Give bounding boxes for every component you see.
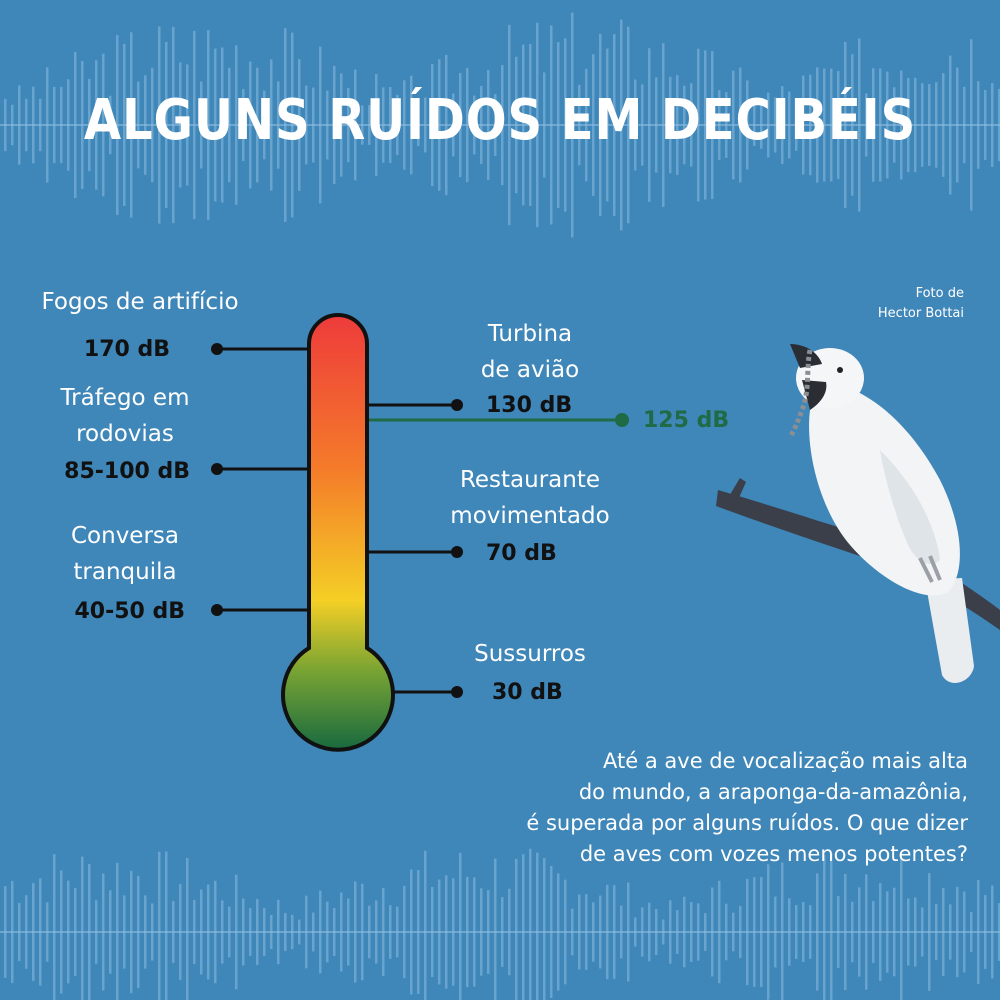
photo-credit: Foto de Hector Bottai <box>877 286 964 321</box>
caption: Até a ave de vocalização mais alta do mu… <box>526 749 968 866</box>
value-highway-traffic: 85-100 dB <box>64 459 190 484</box>
left-connectors <box>211 343 308 616</box>
page-title: ALGUNS RUÍDOS EM DECIBÉIS <box>83 88 917 153</box>
label-busy-restaurant: Restaurante movimentado <box>450 467 610 529</box>
label-whispers: Sussurros <box>474 641 586 667</box>
right-connectors <box>366 399 463 698</box>
bird-illustration <box>716 344 1000 683</box>
label-quiet-conversation: Conversa tranquila <box>70 523 179 585</box>
thermometer <box>281 313 395 752</box>
sound-wave-top <box>0 12 1000 238</box>
value-whispers: 30 dB <box>492 680 563 705</box>
label-fireworks: Fogos de artifício <box>41 289 239 315</box>
label-airplane-turbine: Turbina de avião <box>480 321 580 383</box>
highlight-connector <box>366 413 629 427</box>
value-quiet-conversation: 40-50 dB <box>74 599 185 624</box>
value-busy-restaurant: 70 dB <box>486 541 557 566</box>
value-airplane-turbine: 130 dB <box>486 393 573 418</box>
value-highlight: 125 dB <box>643 408 730 433</box>
sound-wave-bottom <box>0 848 1000 1000</box>
label-highway-traffic: Tráfego em rodovias <box>60 385 190 447</box>
value-fireworks: 170 dB <box>83 337 170 362</box>
